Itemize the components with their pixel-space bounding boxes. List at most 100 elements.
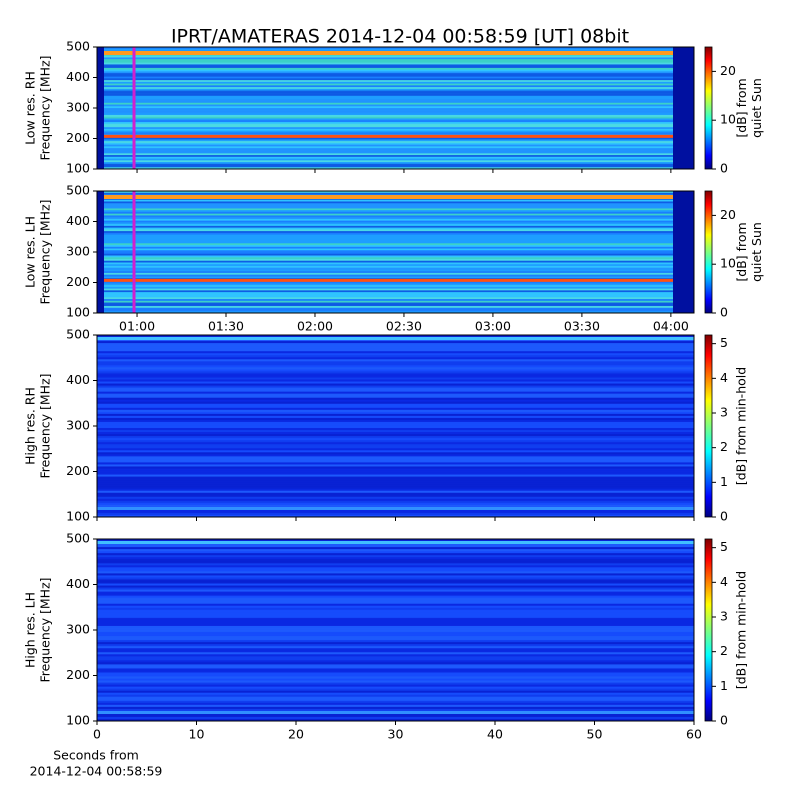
spectrogram-texture bbox=[97, 611, 694, 615]
spectrogram-texture bbox=[97, 281, 694, 284]
spectrogram-texture bbox=[97, 269, 694, 272]
spectrogram-texture bbox=[97, 377, 694, 380]
spectrogram-texture bbox=[97, 199, 694, 202]
x-tick-label: 30 bbox=[388, 727, 404, 742]
spectrogram-texture bbox=[97, 450, 694, 453]
spectrogram-texture bbox=[97, 215, 694, 218]
spectrogram-texture bbox=[97, 577, 694, 580]
colorbar-label: quiet Sun bbox=[749, 222, 764, 282]
spectrogram-texture bbox=[97, 502, 694, 506]
spectrogram-texture bbox=[97, 276, 694, 279]
spectrogram-texture bbox=[97, 302, 694, 305]
spectrogram-texture bbox=[97, 347, 694, 350]
spectrogram-texture bbox=[97, 285, 694, 288]
colorbar-tick-label: 3 bbox=[720, 609, 728, 624]
spectrogram-texture bbox=[97, 309, 694, 312]
spectrogram-texture bbox=[97, 551, 694, 554]
y-axis-label: High res. RH bbox=[23, 387, 38, 465]
spectrogram-texture bbox=[97, 682, 694, 685]
spectrogram-texture bbox=[97, 272, 694, 275]
spectrogram-texture bbox=[97, 702, 694, 706]
spectrogram-texture bbox=[97, 278, 694, 282]
spectrogram-texture bbox=[97, 167, 694, 170]
spectrogram-texture bbox=[97, 246, 694, 249]
spectrogram-texture bbox=[97, 565, 694, 568]
spectrogram-texture bbox=[97, 413, 694, 417]
spectrogram-texture bbox=[97, 698, 694, 702]
y-tick-label: 300 bbox=[66, 244, 90, 259]
spectrogram-texture bbox=[97, 253, 694, 256]
spectrogram-texture bbox=[97, 619, 694, 623]
spectrogram-texture bbox=[97, 255, 694, 258]
spectrogram-texture bbox=[97, 267, 694, 270]
spectrogram-texture bbox=[97, 704, 694, 708]
spectrogram-texture bbox=[97, 306, 694, 309]
spectrogram-texture bbox=[97, 236, 694, 239]
spectrogram-texture bbox=[97, 57, 694, 60]
y-tick-label: 500 bbox=[66, 531, 90, 546]
spectrogram-texture bbox=[97, 144, 694, 147]
spectrogram-texture bbox=[97, 218, 694, 221]
colorbar bbox=[704, 334, 713, 518]
spectrogram-texture bbox=[97, 573, 694, 576]
spectrogram-texture bbox=[97, 104, 694, 107]
spectrogram-texture bbox=[97, 90, 694, 93]
spectrogram-texture bbox=[97, 417, 694, 421]
spectrogram-texture bbox=[97, 654, 694, 657]
spectrogram-texture bbox=[97, 500, 694, 504]
spectrogram-texture bbox=[97, 274, 694, 277]
spectrogram-texture bbox=[97, 211, 694, 214]
x-tick-label: 0 bbox=[93, 727, 101, 742]
chart-title: IPRT/AMATERAS 2014-12-04 00:58:59 [UT] 0… bbox=[171, 26, 629, 48]
spectrogram-texture bbox=[97, 231, 694, 234]
spectrogram-texture bbox=[97, 571, 694, 574]
spectrogram-texture bbox=[97, 102, 694, 105]
y-tick-label: 300 bbox=[66, 418, 90, 433]
y-axis-label: Low res. RH bbox=[23, 71, 38, 145]
colorbar-label: quiet Sun bbox=[749, 78, 764, 138]
colorbar-tick-label: 2 bbox=[720, 439, 728, 454]
spectrogram-texture bbox=[97, 88, 694, 91]
spectrogram-texture bbox=[97, 512, 694, 516]
spectrogram-texture bbox=[97, 646, 694, 649]
spectrogram-texture bbox=[97, 692, 694, 696]
spectrogram-texture bbox=[97, 257, 694, 260]
spectrogram-texture bbox=[97, 60, 694, 63]
spectrogram-texture bbox=[97, 222, 694, 225]
colorbar-tick-label: 4 bbox=[720, 574, 728, 589]
spectrogram-texture bbox=[97, 587, 694, 590]
spectrogram-texture bbox=[97, 581, 694, 584]
spectrogram-texture bbox=[97, 252, 694, 255]
colorbar-tick-label: 0 bbox=[720, 305, 728, 320]
spectrogram-texture bbox=[97, 438, 694, 441]
spectrogram-texture bbox=[97, 460, 694, 463]
spectrogram-texture bbox=[97, 67, 694, 70]
y-tick-label: 500 bbox=[66, 39, 90, 54]
y-tick-label: 400 bbox=[66, 576, 90, 591]
spectrogram-texture bbox=[97, 125, 694, 128]
spectrogram-texture bbox=[97, 258, 694, 262]
spectrogram-texture bbox=[97, 48, 694, 51]
spectrogram-texture bbox=[97, 381, 694, 384]
spectrogram-texture bbox=[97, 593, 694, 596]
spectrogram-texture bbox=[97, 708, 694, 712]
y-axis-label: Frequency [MHz] bbox=[38, 199, 53, 304]
spectrogram-texture bbox=[97, 403, 694, 407]
spectrogram-texture bbox=[97, 391, 694, 394]
spectrogram-texture bbox=[97, 191, 694, 194]
spectrogram-texture bbox=[97, 262, 694, 265]
spectrogram-texture bbox=[97, 668, 694, 671]
spectrogram-texture bbox=[97, 672, 694, 675]
colorbar-tick-label: 20 bbox=[720, 207, 736, 222]
spectrogram-texture bbox=[97, 700, 694, 704]
spectrogram-texture bbox=[97, 241, 694, 244]
spectrogram-texture bbox=[97, 367, 694, 370]
spectrogram-texture bbox=[97, 304, 694, 307]
spectrogram-texture bbox=[97, 601, 694, 605]
spectrogram-texture bbox=[97, 684, 694, 687]
spectrogram-texture bbox=[97, 265, 694, 268]
spectrogram-texture bbox=[97, 337, 694, 340]
spectrogram-texture bbox=[97, 109, 694, 112]
spectrogram-texture bbox=[97, 116, 694, 119]
spectrogram-texture bbox=[97, 290, 694, 293]
